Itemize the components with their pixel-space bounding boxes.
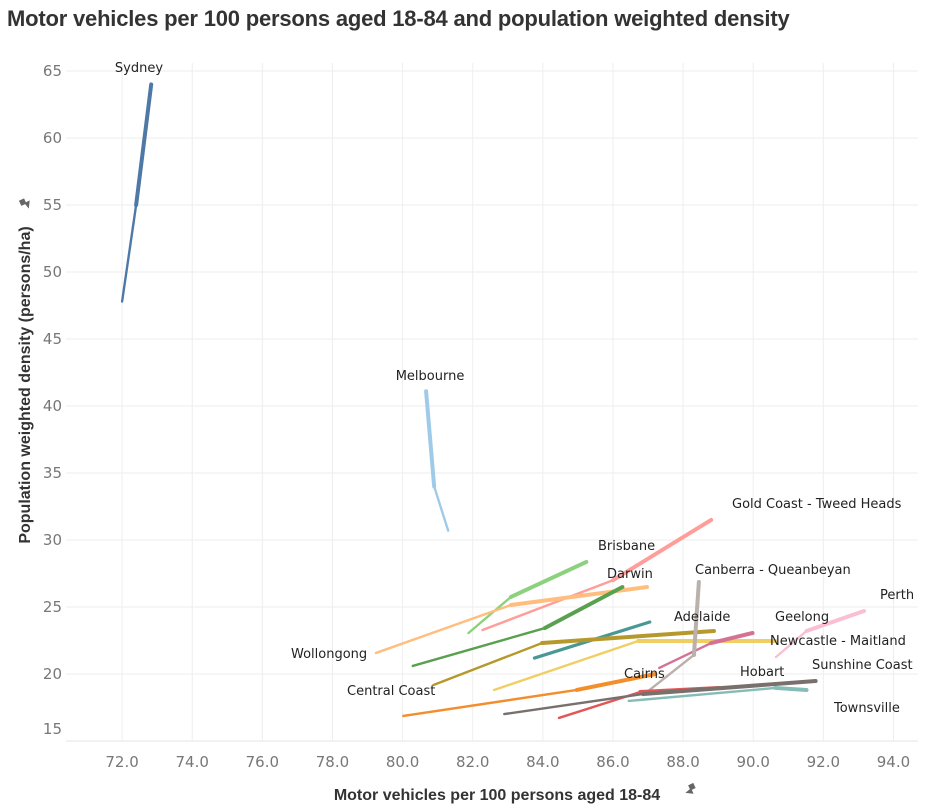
x-axis-title: Motor vehicles per 100 persons aged 18-8… bbox=[334, 787, 660, 804]
series-segment bbox=[773, 685, 809, 692]
series-label: Cairns bbox=[624, 667, 665, 682]
series-label: Hobart bbox=[740, 665, 784, 680]
series-label: Sunshine Coast bbox=[812, 658, 913, 673]
y-tick-label: 35 bbox=[43, 464, 62, 482]
series-gold-coast-tweed-heads[interactable] bbox=[481, 517, 714, 632]
series-segment bbox=[641, 653, 696, 697]
series-label: Perth bbox=[880, 588, 914, 603]
x-tick-label: 92.0 bbox=[807, 753, 840, 771]
y-tick-label: 15 bbox=[43, 720, 62, 738]
series-segment bbox=[658, 641, 713, 670]
series-segment bbox=[481, 579, 615, 632]
y-axis-title: Population weighted density (persons/ha) bbox=[17, 226, 34, 543]
series-darwin[interactable] bbox=[411, 585, 625, 668]
series-cairns[interactable] bbox=[402, 672, 658, 718]
series-wollongong[interactable] bbox=[374, 585, 649, 655]
y-tick-label: 40 bbox=[43, 397, 62, 415]
series-sunshine-coast[interactable] bbox=[503, 678, 818, 716]
series-segment bbox=[774, 629, 808, 659]
x-tick-label: 86.0 bbox=[596, 753, 629, 771]
y-tick-label: 55 bbox=[43, 196, 62, 214]
x-tick-label: 82.0 bbox=[456, 753, 489, 771]
series-label: Adelaide bbox=[674, 610, 730, 625]
series-label: Gold Coast - Tweed Heads bbox=[732, 497, 902, 512]
series-townsville[interactable] bbox=[627, 685, 809, 703]
y-tick-label: 20 bbox=[43, 665, 62, 683]
series-newcastle-maitland[interactable] bbox=[492, 639, 778, 692]
series-label: Sydney bbox=[115, 61, 163, 76]
series-segment bbox=[574, 672, 658, 692]
x-tick-label: 94.0 bbox=[877, 753, 910, 771]
x-tick-label: 72.0 bbox=[105, 753, 138, 771]
series-segment bbox=[804, 609, 867, 633]
x-tick-label: 90.0 bbox=[737, 753, 770, 771]
axes: 72.0 74.0 76.0 78.0 80.0 82.0 84.0 86.0 88.0 90.0… bbox=[43, 62, 918, 771]
y-tick-label: 50 bbox=[43, 263, 62, 281]
series-brisbane[interactable] bbox=[467, 559, 589, 635]
x-axis-pin-icon[interactable] bbox=[685, 782, 697, 796]
series-segment bbox=[508, 559, 589, 599]
gridlines bbox=[66, 63, 918, 742]
x-tick-label: 76.0 bbox=[246, 753, 279, 771]
series-segment bbox=[610, 517, 714, 583]
series-segment bbox=[432, 641, 544, 687]
series-lines bbox=[120, 82, 867, 720]
y-axis-pin-icon[interactable] bbox=[18, 197, 32, 209]
x-tick-label: 74.0 bbox=[176, 753, 209, 771]
series-segment bbox=[627, 686, 777, 703]
series-segment bbox=[374, 603, 513, 655]
series-central-coast[interactable] bbox=[432, 628, 716, 687]
series-label: Townsville bbox=[833, 701, 900, 716]
series-melbourne[interactable] bbox=[424, 389, 450, 532]
series-segment bbox=[134, 82, 154, 208]
series-segment bbox=[432, 485, 450, 532]
series-segment bbox=[120, 203, 138, 303]
chart-title: Motor vehicles per 100 persons aged 18-8… bbox=[7, 6, 790, 31]
series-perth[interactable] bbox=[774, 609, 867, 659]
series-label: Brisbane bbox=[598, 539, 655, 554]
series-sydney[interactable] bbox=[120, 82, 154, 303]
series-label: Canberra - Queanbeyan bbox=[695, 563, 851, 578]
series-canberra-queanbeyan[interactable] bbox=[641, 579, 701, 697]
series-segment bbox=[540, 628, 716, 646]
x-tick-label: 84.0 bbox=[526, 753, 559, 771]
series-segment bbox=[691, 579, 701, 657]
x-tick-label: 80.0 bbox=[386, 753, 419, 771]
series-segment bbox=[424, 389, 437, 489]
y-tick-label: 45 bbox=[43, 330, 62, 348]
series-label: Melbourne bbox=[396, 369, 465, 384]
x-tick-label: 88.0 bbox=[666, 753, 699, 771]
series-segment bbox=[467, 595, 513, 635]
y-tick-label: 65 bbox=[43, 62, 62, 80]
series-segment bbox=[503, 692, 645, 716]
series-segment bbox=[709, 631, 755, 646]
series-segment bbox=[411, 626, 547, 668]
series-label: Newcastle - Maitland bbox=[770, 634, 906, 649]
y-tick-label: 25 bbox=[43, 598, 62, 616]
series-segment bbox=[641, 678, 818, 696]
series-label: Central Coast bbox=[347, 684, 435, 699]
y-tick-label: 60 bbox=[43, 129, 62, 147]
series-label: Wollongong bbox=[291, 647, 367, 662]
series-segment bbox=[402, 688, 579, 718]
series-geelong[interactable] bbox=[658, 631, 755, 670]
series-label: Geelong bbox=[775, 610, 829, 625]
x-tick-label: 78.0 bbox=[316, 753, 349, 771]
series-segment bbox=[508, 585, 649, 607]
series-segment bbox=[492, 639, 640, 692]
series-segment bbox=[542, 585, 625, 631]
y-tick-label: 30 bbox=[43, 531, 62, 549]
series-labels: Sydney Melbourne Brisbane Gold Coast - Twee… bbox=[115, 61, 914, 716]
series-label: Darwin bbox=[607, 567, 653, 582]
